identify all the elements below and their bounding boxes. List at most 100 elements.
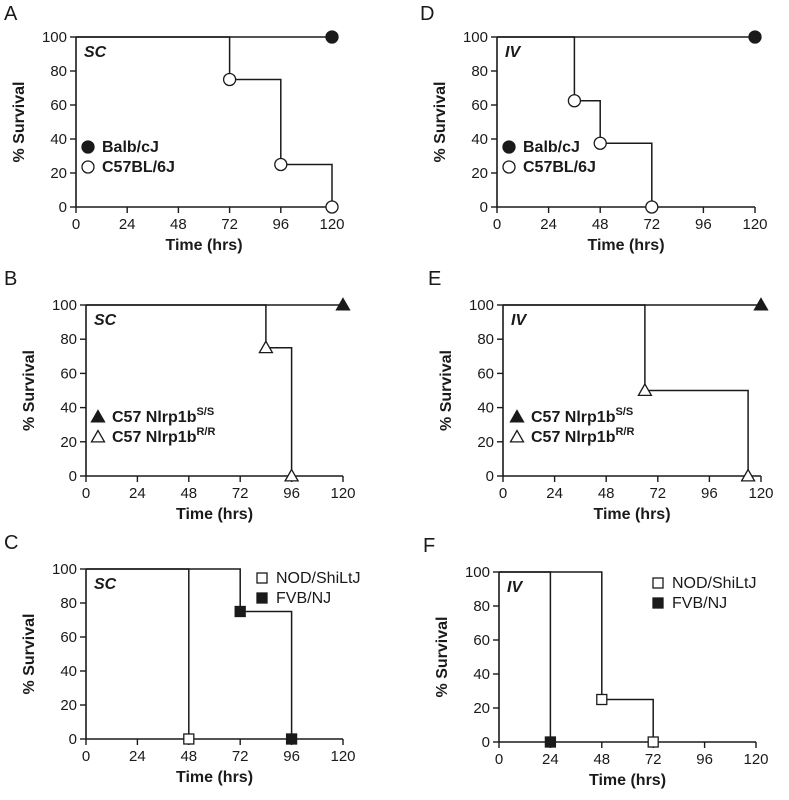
x-tick-label: 120: [742, 216, 767, 233]
x-tick-label: 24: [129, 485, 146, 502]
data-point: [544, 736, 557, 748]
legend-label: NOD/ShiLtJ: [672, 575, 756, 592]
x-tick-label: 24: [129, 748, 146, 765]
x-axis-title: Time (hrs): [165, 237, 242, 254]
y-tick-label: 0: [69, 468, 77, 485]
legend-label-superscript: R/R: [196, 426, 215, 438]
y-tick-label: 100: [463, 29, 488, 46]
x-tick-label: 48: [598, 485, 615, 502]
legend-label: C57 Nlrp1bS/S: [112, 406, 214, 426]
legend-label-superscript: S/S: [615, 406, 633, 418]
y-tick-label: 60: [50, 97, 67, 114]
x-tick-label: 96: [283, 748, 300, 765]
x-axis-title: Time (hrs): [593, 506, 670, 523]
legend-label: C57 Nlrp1bR/R: [531, 426, 634, 446]
y-tick-label: 80: [477, 331, 494, 348]
x-tick-label: 72: [645, 751, 662, 768]
panel-letter: F: [423, 535, 435, 557]
data-point: [596, 693, 608, 706]
legend-label-name: FVB/NJ: [672, 595, 727, 612]
series-line: [503, 304, 749, 476]
legend-label-name: C57 Nlrp1b: [112, 429, 197, 446]
legend-marker: [652, 577, 664, 589]
data-point: [647, 736, 659, 748]
legend-marker: [652, 597, 664, 609]
legend-label-name: Balb/cJ: [523, 139, 580, 156]
y-tick-label: 80: [50, 63, 67, 80]
y-tick-label: 20: [60, 697, 77, 714]
y-axis-title: % Survival: [432, 82, 449, 163]
x-tick-label: 48: [180, 748, 197, 765]
y-tick-label: 60: [473, 632, 490, 649]
y-tick-label: 0: [59, 199, 67, 216]
y-tick-label: 100: [52, 297, 77, 314]
x-tick-label: 120: [319, 216, 344, 233]
series-line: [497, 36, 653, 207]
data-point: [325, 200, 339, 214]
legend-label-name: C57 Nlrp1b: [112, 409, 197, 426]
series-line: [499, 571, 654, 742]
y-tick-label: 40: [60, 663, 77, 680]
x-tick-label: 48: [592, 216, 609, 233]
x-tick-label: 48: [180, 485, 197, 502]
x-tick-label: 72: [232, 485, 249, 502]
data-point: [740, 468, 756, 482]
x-tick-label: 0: [72, 216, 80, 233]
y-tick-label: 20: [471, 165, 488, 182]
x-tick-label: 96: [283, 485, 300, 502]
x-axis-title: Time (hrs): [176, 769, 253, 786]
route-label: SC: [94, 576, 117, 593]
data-point: [258, 339, 274, 354]
x-tick-label: 0: [495, 751, 503, 768]
y-tick-label: 100: [52, 561, 77, 578]
y-tick-label: 80: [60, 595, 77, 612]
x-axis-title: Time (hrs): [176, 506, 253, 523]
y-tick-label: 20: [473, 700, 490, 717]
data-point: [183, 733, 195, 745]
legend-marker: [502, 160, 516, 174]
y-tick-label: 0: [69, 731, 77, 748]
panel-letter: C: [4, 532, 18, 554]
data-point: [285, 733, 298, 745]
x-tick-label: 48: [170, 216, 187, 233]
legend-marker: [90, 409, 106, 423]
legend-label-name: C57 Nlrp1b: [531, 409, 616, 426]
panel-letter: E: [428, 268, 441, 290]
route-label: IV: [505, 44, 521, 61]
y-tick-label: 20: [477, 434, 494, 451]
x-tick-label: 96: [696, 751, 713, 768]
data-point: [637, 382, 653, 397]
legend-label: FVB/NJ: [276, 590, 331, 607]
legend-marker: [509, 409, 525, 423]
panel-letter: A: [4, 3, 18, 25]
x-tick-label: 120: [743, 751, 768, 768]
legend-label-name: Balb/cJ: [102, 139, 159, 156]
series-line: [499, 571, 552, 742]
data-point: [274, 157, 288, 172]
x-tick-label: 24: [542, 751, 559, 768]
route-label: IV: [507, 579, 523, 596]
y-tick-label: 40: [477, 400, 494, 417]
y-axis-title: % Survival: [21, 350, 38, 431]
x-tick-label: 0: [82, 485, 90, 502]
x-tick-label: 24: [119, 216, 136, 233]
legend-label: Balb/cJ: [102, 139, 159, 156]
x-tick-label: 96: [272, 216, 289, 233]
y-tick-label: 80: [471, 63, 488, 80]
y-tick-label: 0: [482, 734, 490, 751]
x-tick-label: 0: [499, 485, 507, 502]
y-tick-label: 80: [473, 598, 490, 615]
legend-label-superscript: R/R: [615, 426, 634, 438]
series-line: [76, 36, 333, 207]
panel-d: D 0 24 48 72 96 120 0 20 40 60 80 100 Time (hrs) % Sur…: [420, 3, 768, 254]
data-point: [283, 468, 300, 482]
data-point: [753, 297, 769, 311]
data-point: [593, 136, 607, 150]
y-tick-label: 100: [42, 29, 67, 46]
y-tick-label: 60: [60, 629, 77, 646]
panel-e: E 0 24 48 72 96 120 0 20 40 60 80 100 Time (hrs) % Sur…: [428, 268, 774, 523]
panel-c: C 0 24 48 72 96 120 0 20 40 60 80 100 Time (hrs) % Sur…: [4, 532, 360, 786]
legend-label-name: NOD/ShiLtJ: [672, 575, 756, 592]
legend-label-name: C57BL/6J: [523, 159, 596, 176]
